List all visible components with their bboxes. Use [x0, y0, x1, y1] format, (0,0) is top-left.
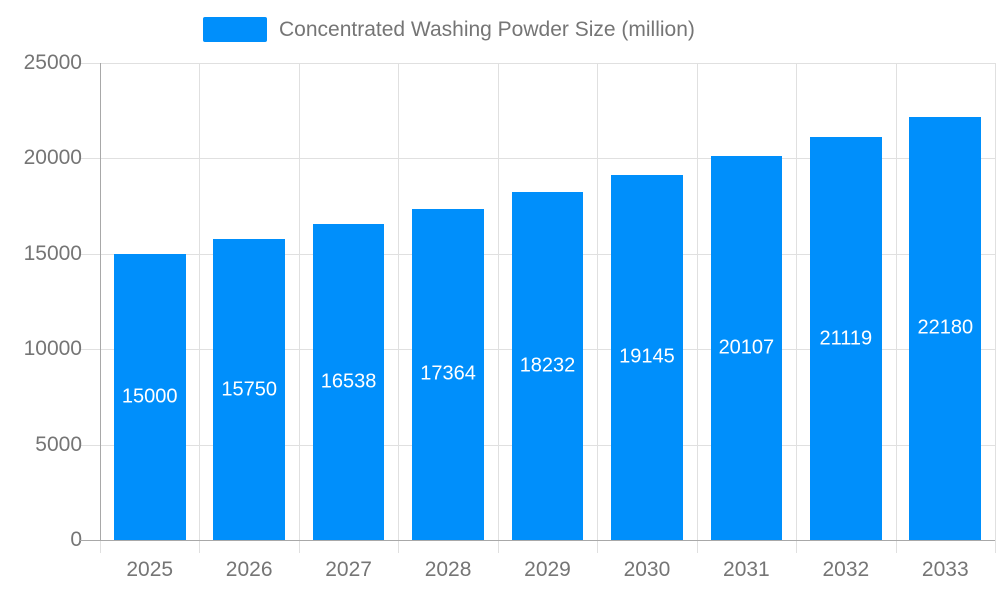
y-gridline — [80, 63, 995, 64]
x-axis-tick-label: 2026 — [225, 558, 273, 581]
bar-2032[interactable] — [810, 137, 882, 540]
bar-value-label: 22180 — [917, 316, 974, 339]
x-gridline — [597, 63, 598, 553]
bar-2031[interactable] — [710, 156, 783, 540]
x-gridline — [796, 63, 797, 553]
bar-value-label: 15750 — [221, 378, 277, 401]
x-axis-tick-label: 2029 — [524, 558, 571, 581]
bar-2029[interactable] — [511, 192, 584, 540]
bar-2027[interactable] — [312, 224, 385, 540]
y-gridline — [80, 158, 995, 159]
x-axis-tick-label: 2030 — [623, 558, 671, 581]
y-axis-tick-label: 0 — [70, 528, 82, 551]
x-axis-tick-label: 2032 — [822, 558, 870, 581]
bar-value-label: 16538 — [320, 370, 377, 393]
x-axis-tick-label: 2025 — [126, 558, 174, 581]
x-gridline — [896, 63, 897, 553]
bar-value-label: 20107 — [718, 336, 775, 359]
x-gridline — [398, 63, 399, 553]
y-axis-tick-label: 20000 — [23, 146, 82, 170]
bar-2030[interactable] — [611, 174, 683, 540]
bar-value-label: 19145 — [619, 345, 675, 368]
x-gridline — [995, 63, 996, 553]
y-axis-tick-label: 25000 — [23, 51, 82, 74]
x-gridline — [498, 63, 499, 553]
legend[interactable]: Concentrated Washing Powder Size (millio… — [203, 17, 695, 42]
x-gridline — [299, 63, 300, 553]
bar-2028[interactable] — [412, 208, 484, 540]
bar-2025[interactable] — [113, 253, 186, 540]
bar-2026[interactable] — [213, 239, 285, 540]
x-axis-tick-label: 2028 — [424, 558, 472, 581]
x-gridline — [199, 63, 200, 553]
bar-2033[interactable] — [909, 116, 982, 540]
bar-value-label: 17364 — [420, 362, 476, 385]
x-axis-tick-label: 2033 — [921, 558, 969, 581]
x-axis-tick-label: 2031 — [723, 558, 770, 581]
y-axis-tick-label: 10000 — [23, 337, 82, 361]
x-gridline — [697, 63, 698, 553]
x-axis-line — [80, 540, 995, 541]
bar-value-label: 21119 — [819, 327, 873, 350]
bar-value-label: 18232 — [519, 354, 576, 377]
legend-label: Concentrated Washing Powder Size (millio… — [279, 17, 695, 41]
y-axis-tick-label: 5000 — [35, 432, 82, 456]
y-axis-tick-label: 15000 — [23, 241, 82, 265]
legend-swatch-icon — [203, 17, 267, 42]
y-axis-line — [100, 63, 101, 540]
bar-value-label: 15000 — [121, 385, 178, 408]
x-axis-tick-label: 2027 — [325, 558, 372, 581]
